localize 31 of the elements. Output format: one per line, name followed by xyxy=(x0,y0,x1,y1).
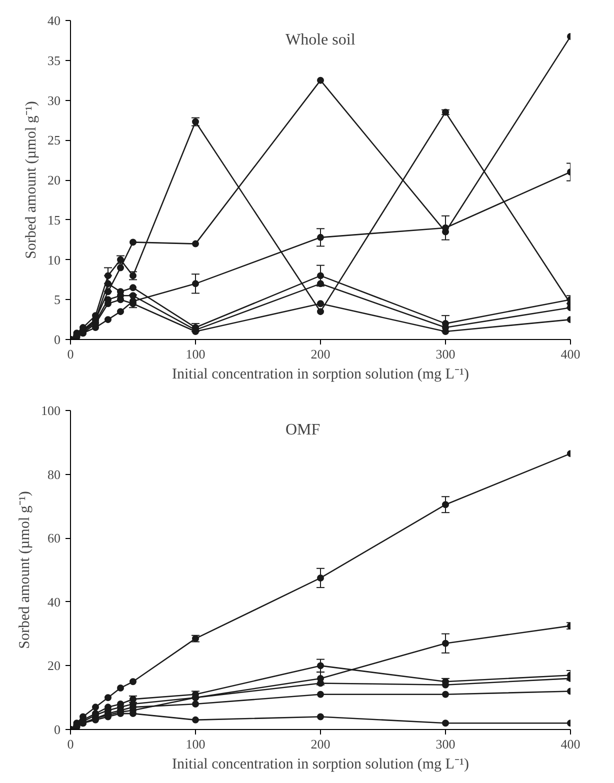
text: OMF xyxy=(286,422,320,438)
y-tick-label: 15 xyxy=(48,212,60,228)
y-tick-label: 10 xyxy=(48,252,60,268)
y-tick-label: 60 xyxy=(48,530,60,546)
x-tick-label: 300 xyxy=(436,736,456,752)
y-tick-label: 20 xyxy=(48,658,60,674)
x-tick-label: 100 xyxy=(186,346,206,362)
x-tick-label: 400 xyxy=(560,736,580,752)
x-tick-label: 0 xyxy=(67,346,74,362)
y-tick-label: 80 xyxy=(48,466,60,482)
y-axis-title: Sorbed amount (µmol g⁻¹) xyxy=(24,101,40,259)
y-tick-label: 30 xyxy=(48,92,60,108)
y-tick-label: 0 xyxy=(54,722,60,737)
x-tick-label: 0 xyxy=(67,736,74,752)
x-axis-title: Initial concentration in sorption solution (mg L⁻¹) xyxy=(172,756,469,772)
x-tick-label: 300 xyxy=(436,346,456,362)
x-tick-label: 200 xyxy=(310,736,330,752)
x-axis-title: Initial concentration in sorption solution (mg L⁻¹) xyxy=(172,366,469,382)
text: Whole soil xyxy=(286,32,356,48)
y-tick-label: 0 xyxy=(54,332,60,347)
y-tick-label: 40 xyxy=(48,594,60,610)
y-tick-label: 5 xyxy=(54,292,60,308)
y-tick-label: 25 xyxy=(48,132,60,148)
y-tick-label: 100 xyxy=(41,403,60,418)
y-tick-label: 40 xyxy=(48,13,60,28)
x-tick-label: 400 xyxy=(560,346,580,362)
x-tick-label: 100 xyxy=(186,736,206,752)
y-tick-label: 20 xyxy=(48,172,60,188)
y-tick-label: 35 xyxy=(48,52,60,68)
x-tick-label: 200 xyxy=(310,346,330,362)
y-axis-title: Sorbed amount (µmol g⁻¹) xyxy=(17,491,33,649)
